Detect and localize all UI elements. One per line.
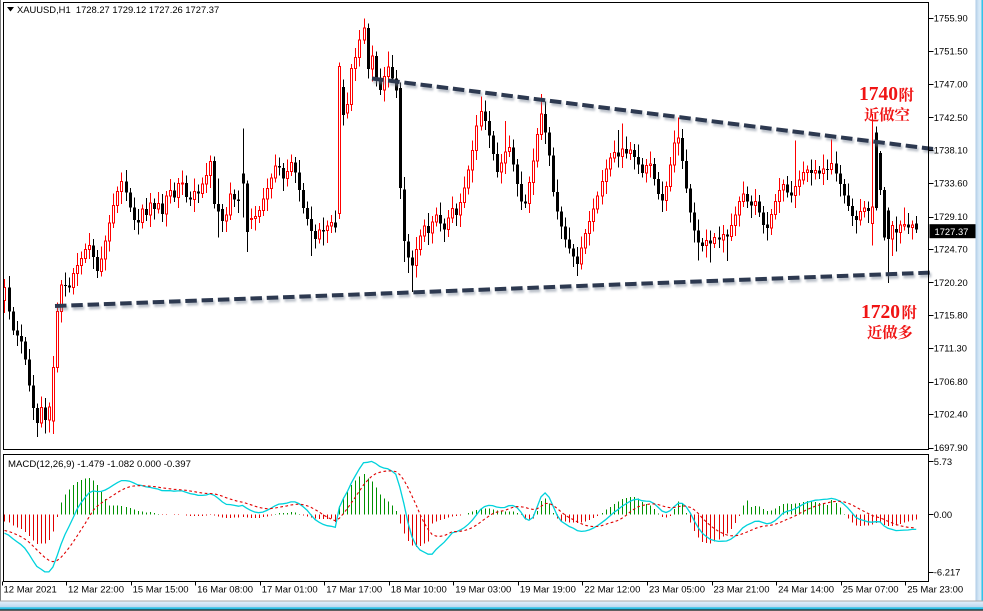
svg-text:1733.60: 1733.60 [934, 178, 968, 189]
svg-text:1715.80: 1715.80 [934, 309, 968, 320]
svg-text:1740: 1740 [859, 84, 898, 105]
svg-text:1702.40: 1702.40 [934, 409, 968, 420]
svg-text:1720.20: 1720.20 [934, 277, 968, 288]
svg-text:-6.217: -6.217 [934, 566, 961, 577]
svg-text:18 Mar 10:00: 18 Mar 10:00 [391, 585, 447, 596]
svg-text:12 Mar 2021: 12 Mar 2021 [4, 585, 57, 596]
svg-text:1729.10: 1729.10 [934, 211, 968, 222]
svg-text:1697.90: 1697.90 [934, 442, 968, 453]
svg-text:12 Mar 22:00: 12 Mar 22:00 [68, 585, 124, 596]
svg-text:24 Mar 14:00: 24 Mar 14:00 [778, 585, 834, 596]
svg-text:22 Mar 12:00: 22 Mar 12:00 [584, 585, 640, 596]
svg-text:1727.37: 1727.37 [935, 226, 969, 237]
svg-text:MACD(12,26,9) -1.479 -1.082 0.: MACD(12,26,9) -1.479 -1.082 0.000 -0.397 [8, 459, 191, 470]
svg-text:17 Mar 01:00: 17 Mar 01:00 [262, 585, 318, 596]
svg-text:23 Mar 21:00: 23 Mar 21:00 [714, 585, 770, 596]
svg-text:17 Mar 17:00: 17 Mar 17:00 [326, 585, 382, 596]
svg-text:15 Mar 15:00: 15 Mar 15:00 [133, 585, 189, 596]
svg-text:19 Mar 03:00: 19 Mar 03:00 [455, 585, 511, 596]
svg-text:0.00: 0.00 [934, 509, 952, 520]
svg-text:XAUUSD,H1 1728.27 1729.12 172: XAUUSD,H1 1728.27 1729.12 1727.26 1727.3… [17, 4, 219, 15]
svg-text:1706.80: 1706.80 [934, 376, 968, 387]
svg-text:5.73: 5.73 [934, 456, 952, 467]
svg-text:1720: 1720 [861, 302, 900, 323]
svg-text:16 Mar 08:00: 16 Mar 08:00 [197, 585, 253, 596]
svg-text:25 Mar 07:00: 25 Mar 07:00 [843, 585, 899, 596]
svg-text:1755.90: 1755.90 [934, 13, 968, 24]
svg-text:1711.30: 1711.30 [934, 343, 967, 354]
svg-text:1751.50: 1751.50 [934, 45, 968, 56]
svg-text:19 Mar 19:00: 19 Mar 19:00 [520, 585, 576, 596]
svg-text:1742.50: 1742.50 [934, 112, 968, 123]
svg-text:1747.00: 1747.00 [934, 79, 968, 90]
svg-text:1738.10: 1738.10 [934, 144, 968, 155]
svg-text:1724.70: 1724.70 [934, 244, 968, 255]
svg-text:25 Mar 23:00: 25 Mar 23:00 [907, 585, 963, 596]
svg-text:23 Mar 05:00: 23 Mar 05:00 [649, 585, 705, 596]
